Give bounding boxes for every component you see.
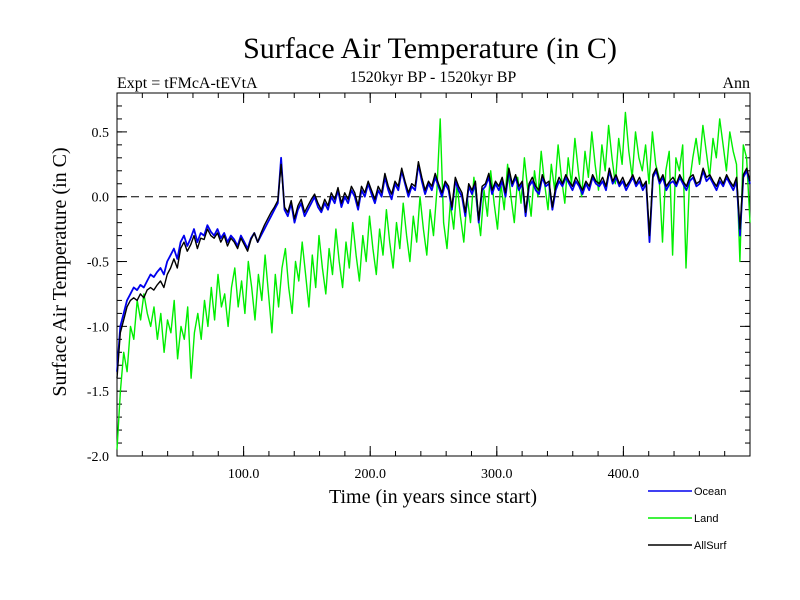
x-tick-label: 200.0 [354,467,386,482]
y-tick-label: -2.0 [87,450,109,465]
chart-title: Surface Air Temperature (in C) [243,32,617,65]
y-tick-label: 0.0 [92,191,110,206]
y-tick-label: 0.5 [92,126,110,141]
period-label: 1520kyr BP - 1520kyr BP [350,69,517,86]
series-layer [116,111,751,450]
x-tick-label: 400.0 [608,467,640,482]
legend-label-land: Land [694,513,718,525]
plot-frame [116,92,751,457]
x-tick-label: 300.0 [481,467,513,482]
axis-ticks: 100.0 200.0 300.0 400.0 -2.0 -1.5 -1.0 -0.5 0.0 0… [87,93,750,482]
x-tick-label: 100.0 [228,467,260,482]
y-axis-label: Surface Air Temperature (in C) [49,147,71,396]
series-line-land [116,111,751,450]
legend-label-allsurf: AllSurf [694,540,727,552]
series-line-allsurf [116,160,751,379]
season-label: Ann [722,75,750,92]
legend: Ocean Land AllSurf [648,486,727,552]
legend-label-ocean: Ocean [694,486,726,498]
y-tick-label: -1.5 [87,385,109,400]
x-axis-label: Time (in years since start) [329,486,537,508]
y-tick-label: -0.5 [87,256,109,271]
experiment-label: Expt = tFMcA-tEVtA [117,75,258,92]
series-line-ocean [116,156,751,372]
y-tick-label: -1.0 [87,320,109,335]
